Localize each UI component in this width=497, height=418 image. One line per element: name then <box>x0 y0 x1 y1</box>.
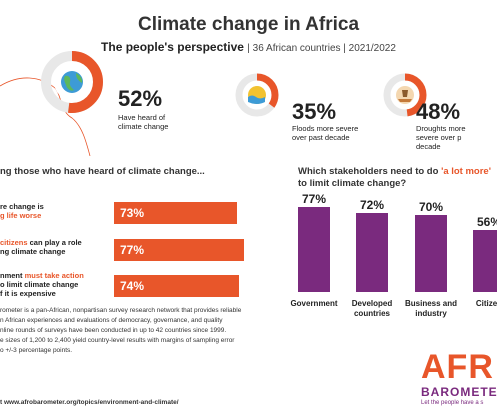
category-label: Citizen <box>475 299 497 308</box>
footer-line: rometer is a pan-African, nonpartisan su… <box>0 307 242 314</box>
footer-line: n African experiences and evaluations of… <box>0 317 223 324</box>
subtitle-main: The people's perspective <box>101 40 244 54</box>
logo-barometer-text: BAROMETER <box>421 385 497 399</box>
subtitle-detail: | 36 African countries | 2021/2022 <box>247 43 396 54</box>
globe-icon <box>61 71 83 93</box>
page-subtitle: The people's perspective | 36 African co… <box>0 40 497 54</box>
category-label: Business and industry <box>404 299 457 318</box>
hbar-must-take-action: 74% <box>114 275 239 297</box>
hbar-value: 77% <box>120 243 145 257</box>
logo-tagline: Let the people have a s <box>421 400 484 406</box>
footer-line: e sizes of 1,200 to 2,400 yield country-… <box>0 337 235 344</box>
hbar-value: 73% <box>120 206 145 220</box>
hbar-value: 74% <box>120 279 145 293</box>
bar-citizen <box>473 230 497 292</box>
chart-title: Which stakeholders need to do 'a lot mor… <box>298 166 491 189</box>
stat-floods-label: Floods more severe over past decade <box>292 124 359 142</box>
stat-droughts-value: 48% <box>416 99 461 124</box>
hbar-life-worse: 73% <box>114 202 238 224</box>
stat-heard-value: 52% <box>118 86 163 111</box>
footer-link[interactable]: t www.afrobarometer.org/topics/environme… <box>0 399 179 406</box>
sun-water-icon <box>248 86 266 104</box>
statement-citizens-role: citizens can play a role ng climate chan… <box>0 238 82 256</box>
drought-icon <box>396 86 414 104</box>
footer-line: o +/-3 percentage points. <box>0 347 73 354</box>
footer-line: nline rounds of surveys have been conduc… <box>0 327 227 334</box>
bar-government <box>298 207 330 292</box>
statement-must-take-action: nment must take action o limit climate c… <box>0 271 84 298</box>
category-label: Developed countries <box>351 299 393 318</box>
stat-floods-value: 35% <box>292 99 337 124</box>
bar-value-label: 77% <box>301 192 327 206</box>
stat-heard-label: Have heard of climate change <box>118 113 169 131</box>
bar-value-label: 56% <box>476 215 497 230</box>
footer-text: rometer is a pan-African, nonpartisan su… <box>0 306 241 356</box>
bar-value-label: 72% <box>359 197 385 212</box>
donut-heard-of-climate-change <box>41 51 103 113</box>
category-label: Government <box>290 299 338 308</box>
bar-business-and-industry <box>415 214 447 292</box>
bar-developed-countries <box>356 212 388 292</box>
stat-droughts-label: Droughts more severe over p decade <box>416 124 466 151</box>
page-title: Climate change in Africa <box>137 14 360 35</box>
donut-floods <box>235 73 279 117</box>
left-section-title: ng those who have heard of climate chang… <box>0 166 205 177</box>
bar-value-label: 70% <box>418 199 444 214</box>
afrobarometer-logo: AFR <box>421 348 494 386</box>
hbar-citizens-role: 77% <box>114 239 244 261</box>
statement-life-worse: re change is g life worse <box>0 202 44 220</box>
donut-droughts <box>383 73 427 117</box>
